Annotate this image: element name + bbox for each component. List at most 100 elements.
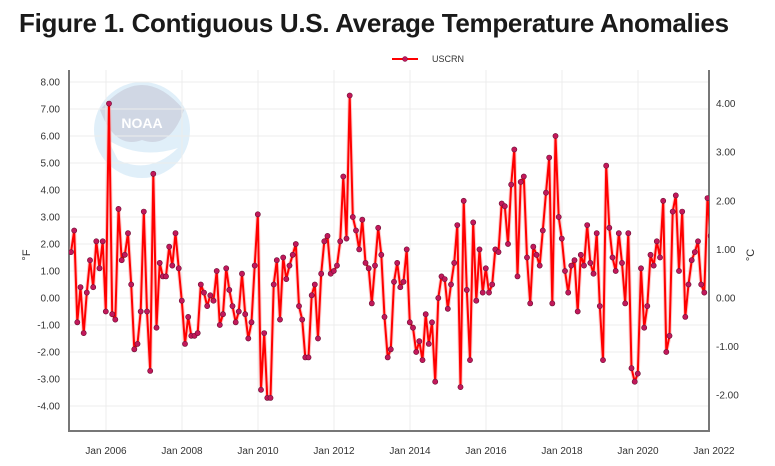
y-right-tick-label: 0.00 <box>716 294 736 305</box>
data-point <box>69 249 74 255</box>
data-point <box>397 284 404 291</box>
y-right-tick-label: -1.00 <box>716 342 739 353</box>
data-point <box>543 189 549 196</box>
data-point <box>140 208 147 215</box>
data-point <box>311 281 318 288</box>
x-tick-label: Jan 2018 <box>541 446 583 457</box>
data-point <box>280 254 287 261</box>
series-markers-uscrn <box>69 92 723 401</box>
data-point <box>163 273 169 280</box>
data-point <box>476 246 483 253</box>
data-point <box>413 349 420 355</box>
x-tick-label: Jan 2006 <box>85 446 127 457</box>
data-point <box>315 335 321 342</box>
data-point <box>381 313 388 320</box>
data-point <box>384 354 391 361</box>
data-point <box>593 230 600 237</box>
data-point <box>372 262 378 269</box>
data-point <box>695 238 701 245</box>
y-left-tick-label: 1.00 <box>41 267 61 278</box>
y-left-tick-label: 6.00 <box>41 132 61 143</box>
data-point <box>704 195 709 201</box>
data-point <box>121 251 128 258</box>
data-point <box>261 330 268 336</box>
data-point <box>334 262 340 269</box>
data-point <box>625 230 632 237</box>
data-point <box>562 268 568 274</box>
data-point <box>495 249 502 255</box>
data-point <box>663 349 670 355</box>
data-point <box>296 303 302 309</box>
data-point <box>318 270 325 277</box>
data-point <box>80 330 87 336</box>
data-point <box>277 316 283 323</box>
data-point <box>470 219 477 226</box>
y-right-tick-label: 2.00 <box>716 196 736 207</box>
data-point <box>718 231 723 236</box>
data-point <box>248 319 255 326</box>
data-point <box>711 225 716 230</box>
y-right-tick-label: 4.00 <box>716 99 736 110</box>
data-point <box>245 335 252 342</box>
data-point <box>422 311 429 318</box>
data-point <box>676 268 682 274</box>
data-point <box>235 308 242 315</box>
data-point <box>669 208 676 215</box>
data-point <box>137 308 144 315</box>
data-point <box>321 238 328 245</box>
x-axis-ticks: Jan 2006 Jan 2008 Jan 2010 Jan 2012 Jan 2014… <box>85 446 735 457</box>
data-point <box>425 340 432 347</box>
data-point <box>400 278 407 285</box>
data-point <box>150 170 157 177</box>
data-point <box>672 192 679 199</box>
data-point <box>172 230 179 237</box>
data-point <box>213 268 220 274</box>
data-point <box>641 324 648 331</box>
data-point <box>448 281 454 288</box>
data-point <box>688 257 695 264</box>
data-point <box>631 378 638 385</box>
data-point <box>267 394 274 401</box>
data-point <box>463 286 470 293</box>
data-point <box>698 281 705 288</box>
y-left-tick-label: -2.00 <box>37 348 60 359</box>
data-point <box>118 257 125 264</box>
data-point <box>346 92 353 99</box>
data-point <box>169 262 176 269</box>
data-point <box>666 332 673 339</box>
data-point <box>486 289 492 296</box>
data-point <box>653 238 660 245</box>
legend[interactable]: USCRN <box>392 54 464 64</box>
data-point <box>454 222 461 228</box>
svg-text:NOAA: NOAA <box>121 115 162 131</box>
data-point <box>175 265 182 272</box>
data-point <box>691 249 698 255</box>
series-line-uscrn <box>70 94 709 399</box>
y-left-tick-label: -4.00 <box>37 402 60 413</box>
data-point <box>283 276 290 282</box>
data-point <box>125 230 131 237</box>
data-point <box>505 241 511 247</box>
data-point <box>112 316 119 323</box>
data-point <box>391 278 397 285</box>
data-point <box>134 340 141 347</box>
data-point <box>622 300 629 307</box>
data-point <box>166 243 173 250</box>
data-point <box>102 308 109 315</box>
data-point <box>109 311 116 318</box>
data-point <box>558 235 565 242</box>
data-point <box>473 297 480 304</box>
y-axis-left-title: °F <box>21 249 33 260</box>
data-point <box>308 292 315 299</box>
data-point <box>482 265 489 272</box>
data-point <box>609 254 616 261</box>
data-point <box>647 251 654 258</box>
data-point <box>520 173 527 180</box>
data-point <box>552 133 559 139</box>
data-point <box>128 281 135 288</box>
y-axis-right-title: °C <box>745 249 757 261</box>
data-point <box>368 300 375 307</box>
data-point <box>524 254 530 261</box>
data-point <box>606 224 613 231</box>
data-point <box>536 262 543 269</box>
